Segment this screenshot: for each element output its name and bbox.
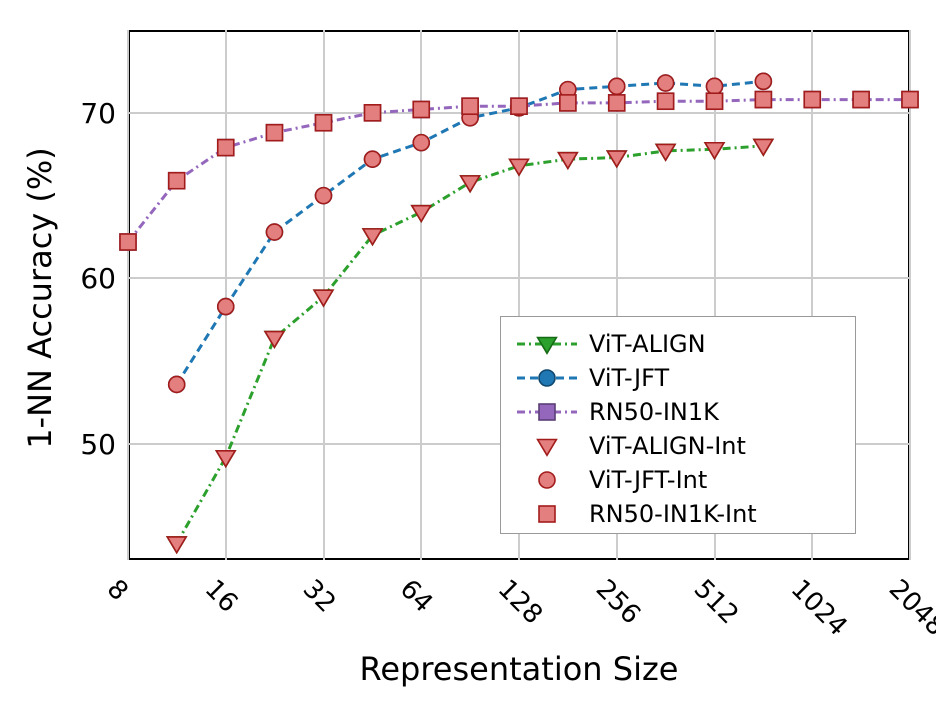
legend: ViT-ALIGN ViT-JFT RN50-IN1K ViT-ALIGN-Int Vi… bbox=[500, 316, 856, 534]
legend-label: ViT-JFT bbox=[589, 364, 669, 392]
legend-swatch bbox=[515, 332, 579, 356]
legend-label: ViT-JFT-Int bbox=[589, 466, 707, 494]
y-tick-label: 50 bbox=[80, 428, 116, 461]
x-axis-label: Representation Size bbox=[360, 650, 679, 688]
legend-swatch bbox=[515, 468, 579, 492]
legend-row: RN50-IN1K-Int bbox=[515, 497, 839, 531]
legend-label: RN50-IN1K-Int bbox=[589, 500, 757, 528]
chart-container: 1-NN Accuracy (%) Representation Size 81… bbox=[0, 0, 936, 708]
legend-swatch bbox=[515, 502, 579, 526]
legend-swatch bbox=[515, 400, 579, 424]
y-axis-label-text: 1-NN Accuracy (%) bbox=[21, 147, 59, 449]
legend-row: ViT-JFT-Int bbox=[515, 463, 839, 497]
legend-label: RN50-IN1K bbox=[589, 398, 719, 426]
legend-row: ViT-JFT bbox=[515, 361, 839, 395]
legend-swatch bbox=[515, 366, 579, 390]
legend-row: RN50-IN1K bbox=[515, 395, 839, 429]
legend-label: ViT-ALIGN-Int bbox=[589, 432, 746, 460]
legend-row: ViT-ALIGN bbox=[515, 327, 839, 361]
legend-row: ViT-ALIGN-Int bbox=[515, 429, 839, 463]
legend-label: ViT-ALIGN bbox=[589, 330, 706, 358]
y-tick-label: 60 bbox=[80, 262, 116, 295]
legend-swatch bbox=[515, 434, 579, 458]
y-tick-label: 70 bbox=[80, 97, 116, 130]
x-axis-label-text: Representation Size bbox=[360, 650, 679, 688]
